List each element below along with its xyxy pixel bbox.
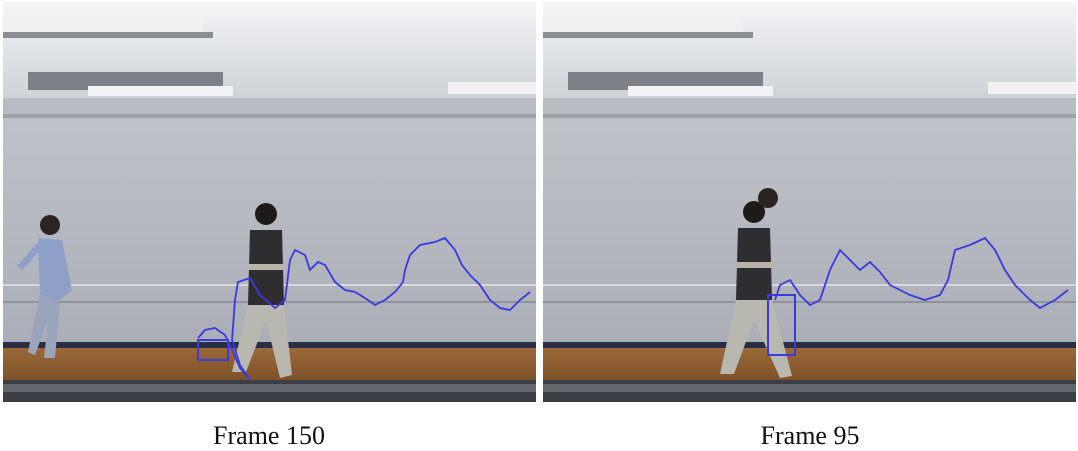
photo-right bbox=[543, 2, 1076, 402]
photo-left bbox=[3, 2, 536, 402]
caption: Frame 150 bbox=[213, 421, 325, 450]
figure: Frame 150 Frame 95 bbox=[0, 0, 1078, 451]
caption: Frame 95 bbox=[761, 421, 860, 450]
